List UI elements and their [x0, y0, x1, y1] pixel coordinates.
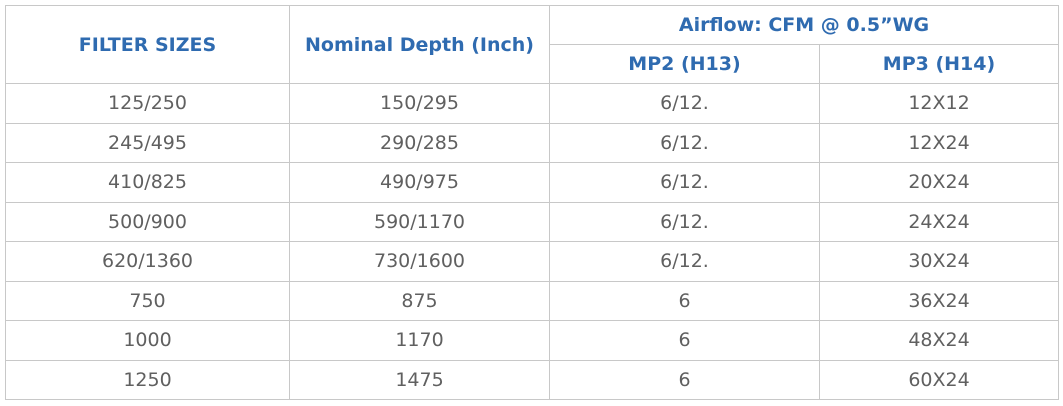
- header-row: FILTER SIZES Nominal Depth (Inch) Airflo…: [5, 5, 1059, 84]
- table-cell: 125/250: [5, 83, 290, 124]
- table-row: 1250 1475 6 60X24: [5, 359, 1059, 400]
- table-row: 620/1360 730/1600 6/12. 30X24: [5, 241, 1059, 282]
- table-cell: 12X12: [819, 83, 1059, 124]
- header-cell: Nominal Depth (Inch): [289, 5, 550, 84]
- table-cell: 30X24: [819, 241, 1059, 282]
- header-cell: MP2 (H13): [549, 44, 820, 84]
- table-cell: 6: [549, 359, 820, 400]
- table-cell: 490/975: [289, 162, 550, 203]
- table-cell: 60X24: [819, 359, 1059, 400]
- table-header: FILTER SIZES Nominal Depth (Inch) Airflo…: [5, 5, 1059, 84]
- table-cell: 6: [549, 280, 820, 321]
- header-cell: MP3 (H14): [819, 44, 1059, 84]
- table-cell: 1170: [289, 320, 550, 361]
- table-cell: 410/825: [5, 162, 290, 203]
- table-cell: 6: [549, 320, 820, 361]
- table-cell: 24X24: [819, 201, 1059, 242]
- table-row: 245/495 290/285 6/12. 12X24: [5, 122, 1059, 163]
- table-cell: 875: [289, 280, 550, 321]
- table-cell: 730/1600: [289, 241, 550, 282]
- table-row: 410/825 490/975 6/12. 20X24: [5, 162, 1059, 203]
- table-cell: 620/1360: [5, 241, 290, 282]
- table-cell: 6/12.: [549, 83, 820, 124]
- table-cell: 48X24: [819, 320, 1059, 361]
- table-cell: 1250: [5, 359, 290, 400]
- table-cell: 1475: [289, 359, 550, 400]
- table-cell: 6/12.: [549, 241, 820, 282]
- table-cell: 150/295: [289, 83, 550, 124]
- filter-table: FILTER SIZES Nominal Depth (Inch) Airflo…: [5, 5, 1059, 400]
- table-row: 500/900 590/1170 6/12. 24X24: [5, 201, 1059, 242]
- table-cell: 6/12.: [549, 122, 820, 163]
- table-cell: 590/1170: [289, 201, 550, 242]
- header-group-cell: Airflow: CFM @ 0.5”WG: [549, 5, 1059, 45]
- table-row: 125/250 150/295 6/12. 12X12: [5, 83, 1059, 124]
- table-row: 1000 1170 6 48X24: [5, 320, 1059, 361]
- header-cell: FILTER SIZES: [5, 5, 290, 84]
- table-cell: 6/12.: [549, 162, 820, 203]
- table-cell: 245/495: [5, 122, 290, 163]
- table-cell: 290/285: [289, 122, 550, 163]
- table-cell: 1000: [5, 320, 290, 361]
- table-cell: 12X24: [819, 122, 1059, 163]
- header-row: MP2 (H13) MP3 (H14): [6, 44, 1059, 84]
- table-cell: 20X24: [819, 162, 1059, 203]
- table-row: 750 875 6 36X24: [5, 280, 1059, 321]
- table-cell: 36X24: [819, 280, 1059, 321]
- table-cell: 500/900: [5, 201, 290, 242]
- table-body: 125/250 150/295 6/12. 12X12 245/495 290/285 6/…: [5, 83, 1059, 400]
- table-cell: 6/12.: [549, 201, 820, 242]
- table-cell: 750: [5, 280, 290, 321]
